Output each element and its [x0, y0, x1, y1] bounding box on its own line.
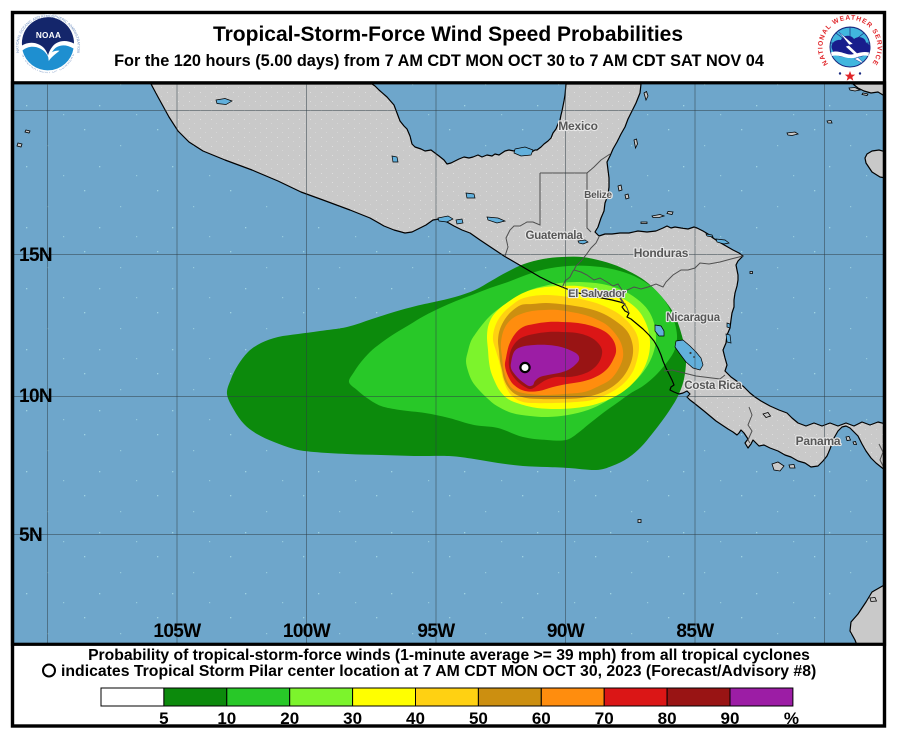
svg-text:95W: 95W	[417, 621, 455, 642]
svg-text:100W: 100W	[283, 621, 331, 642]
svg-text:30: 30	[343, 709, 362, 728]
svg-text:indicates Tropical Storm Pilar: indicates Tropical Storm Pilar center lo…	[61, 663, 816, 680]
svg-text:NOAA: NOAA	[36, 31, 61, 40]
svg-text:Belize: Belize	[584, 190, 612, 201]
svg-text:90W: 90W	[547, 621, 585, 642]
svg-text:Tropical-Storm-Force Wind Spee: Tropical-Storm-Force Wind Speed Probabil…	[213, 23, 683, 46]
svg-text:Panama: Panama	[796, 434, 841, 448]
svg-text:For the 120 hours (5.00 days): For the 120 hours (5.00 days) from 7 AM …	[114, 52, 764, 70]
svg-text:%: %	[784, 709, 799, 728]
svg-text:Probability of tropical-storm-: Probability of tropical-storm-force wind…	[88, 647, 810, 664]
svg-text:10: 10	[217, 709, 236, 728]
svg-text:15N: 15N	[19, 245, 52, 266]
svg-text:Guatemala: Guatemala	[525, 230, 583, 242]
svg-text:5N: 5N	[19, 525, 42, 546]
svg-text:Honduras: Honduras	[634, 246, 689, 260]
svg-text:10N: 10N	[19, 386, 52, 407]
svg-text:5: 5	[159, 709, 168, 728]
svg-text:Costa Rica: Costa Rica	[684, 380, 742, 392]
svg-text:105W: 105W	[153, 621, 201, 642]
svg-text:80: 80	[658, 709, 677, 728]
svg-text:20: 20	[280, 709, 299, 728]
svg-text:85W: 85W	[676, 621, 714, 642]
svg-text:70: 70	[595, 709, 614, 728]
svg-text:90: 90	[721, 709, 740, 728]
svg-text:El Salvador: El Salvador	[568, 288, 627, 300]
svg-text:50: 50	[469, 709, 488, 728]
svg-text:Nicaragua: Nicaragua	[666, 312, 721, 324]
svg-text:Mexico: Mexico	[558, 119, 597, 133]
svg-text:40: 40	[406, 709, 425, 728]
svg-text:60: 60	[532, 709, 551, 728]
